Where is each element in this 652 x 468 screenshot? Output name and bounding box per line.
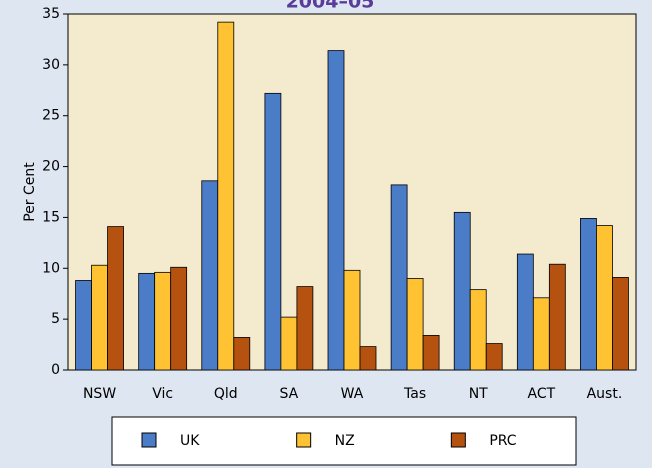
bar — [548, 263, 566, 371]
y-tick-label: 10 — [42, 260, 60, 276]
bar — [612, 277, 629, 371]
bar — [485, 343, 503, 371]
x-tick-label: NT — [469, 386, 488, 402]
legend-label: UK — [180, 433, 200, 449]
y-tick-label: 30 — [42, 57, 60, 73]
legend — [111, 416, 577, 466]
legend-swatch — [141, 432, 157, 448]
legend-label: NZ — [335, 433, 355, 449]
y-tick-label: 15 — [42, 209, 60, 225]
y-tick-label: 5 — [51, 311, 60, 327]
bar — [154, 271, 172, 371]
y-axis-label: Per Cent — [22, 162, 38, 222]
bar — [107, 226, 124, 371]
bar — [264, 92, 282, 371]
bar — [406, 278, 424, 371]
legend-swatch — [296, 432, 312, 448]
bar — [280, 316, 298, 371]
legend-swatch — [450, 432, 466, 448]
y-tick-label: 25 — [42, 108, 60, 124]
x-tick-label: WA — [341, 386, 364, 402]
bar — [327, 50, 345, 371]
bar — [75, 280, 92, 371]
bar — [359, 346, 377, 371]
bar — [422, 335, 440, 371]
bar — [469, 289, 487, 371]
bar — [596, 225, 613, 371]
bar — [201, 180, 219, 371]
y-tick-label: 35 — [42, 6, 60, 22]
bar — [532, 297, 550, 371]
x-tick-label: Tas — [403, 386, 426, 402]
bar — [343, 269, 361, 371]
x-tick-label: Aust. — [587, 386, 623, 402]
bar — [138, 272, 156, 371]
bar — [91, 264, 108, 371]
y-tick-label: 0 — [51, 362, 60, 378]
x-tick-label: Qld — [214, 386, 238, 402]
x-tick-label: NSW — [83, 386, 116, 402]
x-tick-label: Vic — [152, 386, 173, 402]
bar — [453, 211, 471, 371]
bar — [233, 337, 251, 371]
x-tick-label: SA — [280, 386, 299, 402]
bar — [580, 218, 597, 371]
legend-label: PRC — [489, 433, 516, 449]
bar — [390, 184, 408, 371]
bar — [516, 253, 534, 371]
bar — [170, 266, 188, 371]
y-tick-label: 20 — [42, 159, 60, 175]
chart-title: 2004–05 — [286, 0, 375, 13]
bar — [217, 21, 235, 371]
x-tick-label: ACT — [527, 386, 555, 402]
bar — [296, 286, 314, 371]
